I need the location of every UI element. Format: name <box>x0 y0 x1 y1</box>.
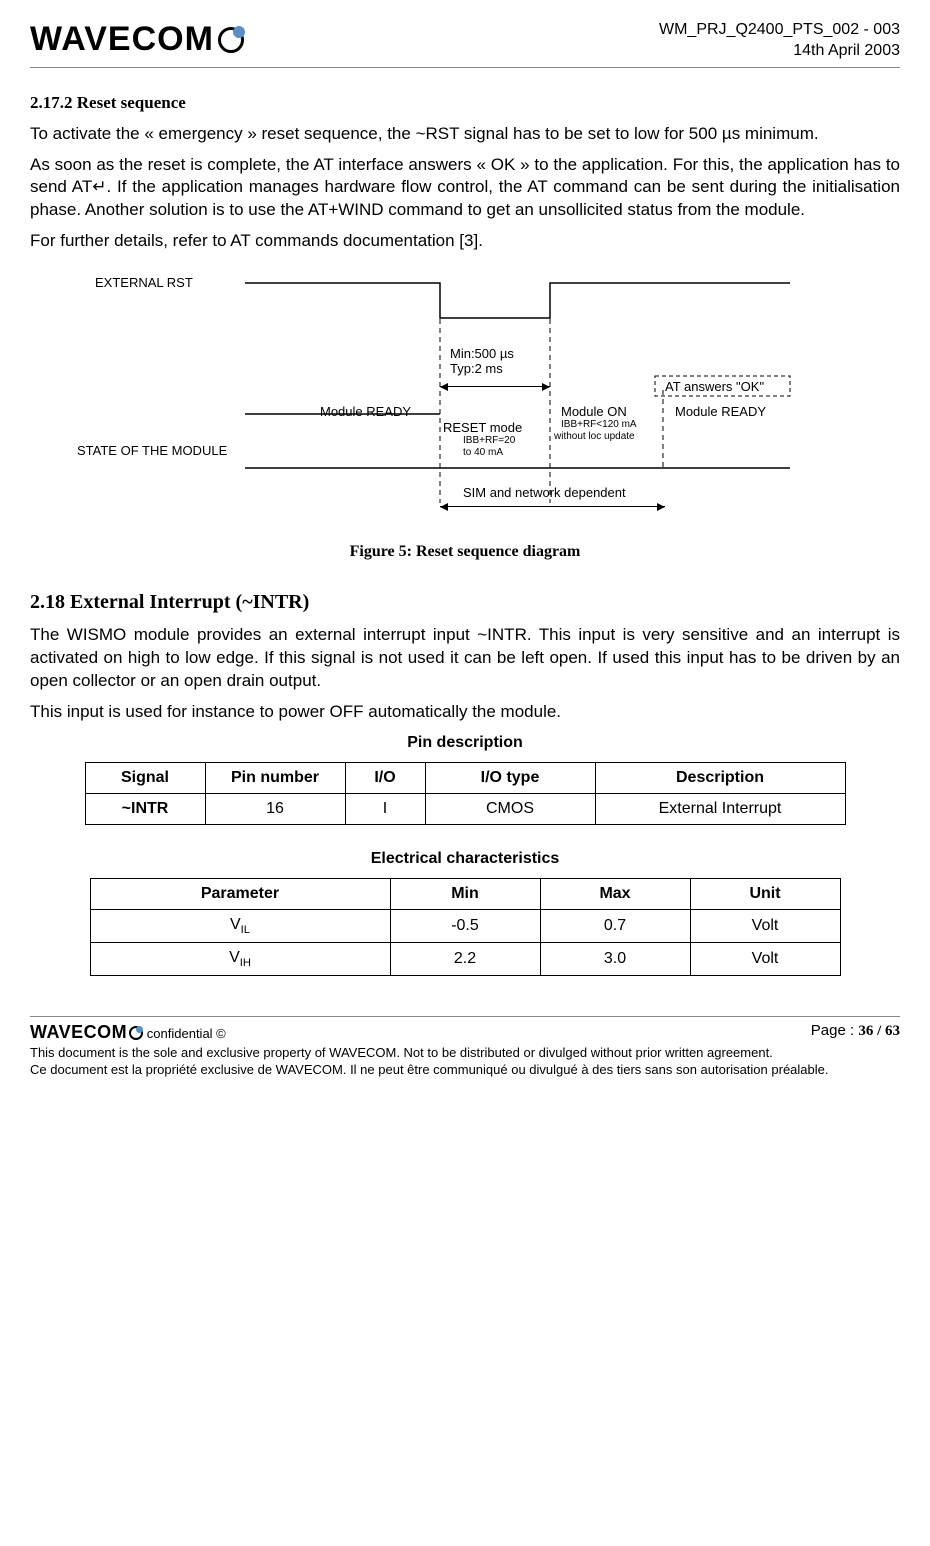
page-footer: WAVECOM confidential © Page : 36 / 63 Th… <box>30 1016 900 1078</box>
col-param: Parameter <box>90 879 390 910</box>
elec-table-caption: Electrical characteristics <box>30 850 900 868</box>
diag-arrow-rst-width <box>440 386 550 387</box>
reset-sequence-diagram: EXTERNAL RST STATE OF THE MODULE Min:500… <box>110 268 810 528</box>
diag-state: STATE OF THE MODULE <box>77 443 227 458</box>
footer-line1: This document is the sole and exclusive … <box>30 1045 900 1062</box>
diag-to40: to 40 mA <box>463 447 503 458</box>
para-intr-1: The WISMO module provides an external in… <box>30 624 900 693</box>
cell-io: I <box>345 794 425 825</box>
cell-param: VIH <box>90 943 390 976</box>
table-row: ~INTR 16 I CMOS External Interrupt <box>85 794 845 825</box>
col-io: I/O <box>345 763 425 794</box>
col-signal: Signal <box>85 763 205 794</box>
cell-min: 2.2 <box>390 943 540 976</box>
logo-text: WAVECOM <box>30 20 214 59</box>
cell-param: VIL <box>90 910 390 943</box>
para-reset-1: To activate the « emergency » reset sequ… <box>30 123 900 146</box>
diag-arrow-simdep <box>440 506 665 507</box>
col-min: Min <box>390 879 540 910</box>
page-header: WAVECOM WM_PRJ_Q2400_PTS_002 - 003 14th … <box>30 20 900 68</box>
footer-page: Page : 36 / 63 <box>811 1021 900 1044</box>
pin-table-caption: Pin description <box>30 734 900 752</box>
logo: WAVECOM <box>30 20 244 59</box>
footer-page-value: 36 / 63 <box>858 1023 900 1039</box>
section-heading-reset: 2.17.2 Reset sequence <box>30 93 900 113</box>
col-desc: Description <box>595 763 845 794</box>
footer-page-label: Page : <box>811 1022 859 1039</box>
col-io-type: I/O type <box>425 763 595 794</box>
electrical-characteristics-table: Parameter Min Max Unit VIL -0.5 0.7 Volt… <box>90 878 841 976</box>
diagram-svg <box>110 268 810 528</box>
cell-max: 0.7 <box>540 910 690 943</box>
diag-simdep: SIM and network dependent <box>463 485 626 500</box>
footer-logo-ring-icon <box>129 1026 143 1040</box>
para-reset-2: As soon as the reset is complete, the AT… <box>30 154 900 223</box>
diag-reset-mode: RESET mode <box>443 420 522 435</box>
cell-min: -0.5 <box>390 910 540 943</box>
diag-i20: IBB+RF=20 <box>463 435 515 446</box>
footer-left: WAVECOM confidential © <box>30 1021 226 1044</box>
footer-logo: WAVECOM <box>30 1021 143 1044</box>
cell-type: CMOS <box>425 794 595 825</box>
diag-at-ok: AT answers "OK" <box>665 379 764 394</box>
table-row: VIH 2.2 3.0 Volt <box>90 943 840 976</box>
footer-logo-text: WAVECOM <box>30 1021 127 1044</box>
footer-confidential: confidential © <box>147 1026 226 1041</box>
diag-min: Min:500 µs <box>450 346 514 361</box>
doc-id-block: WM_PRJ_Q2400_PTS_002 - 003 14th April 20… <box>659 20 900 62</box>
cell-max: 3.0 <box>540 943 690 976</box>
diag-noloc: without loc update <box>554 431 635 442</box>
col-max: Max <box>540 879 690 910</box>
diag-ready1: Module READY <box>320 404 411 419</box>
cell-unit: Volt <box>690 943 840 976</box>
cell-signal: ~INTR <box>85 794 205 825</box>
figure-caption: Figure 5: Reset sequence diagram <box>30 543 900 561</box>
col-unit: Unit <box>690 879 840 910</box>
section-heading-intr: 2.18 External Interrupt (~INTR) <box>30 591 900 614</box>
table-row: VIL -0.5 0.7 Volt <box>90 910 840 943</box>
para-intr-2: This input is used for instance to power… <box>30 701 900 724</box>
diag-typ: Typ:2 ms <box>450 361 503 376</box>
col-pin-number: Pin number <box>205 763 345 794</box>
logo-ring-icon <box>218 27 244 53</box>
cell-pin: 16 <box>205 794 345 825</box>
diag-ext-rst: EXTERNAL RST <box>95 275 193 290</box>
doc-id-line2: 14th April 2003 <box>659 41 900 62</box>
pin-description-table: Signal Pin number I/O I/O type Descripti… <box>85 762 846 825</box>
diag-modon: Module ON <box>561 404 627 419</box>
table-header-row: Parameter Min Max Unit <box>90 879 840 910</box>
doc-id-line1: WM_PRJ_Q2400_PTS_002 - 003 <box>659 20 900 41</box>
diag-i120: IBB+RF<120 mA <box>561 419 637 430</box>
diag-ready2: Module READY <box>675 404 766 419</box>
cell-desc: External Interrupt <box>595 794 845 825</box>
para-reset-3: For further details, refer to AT command… <box>30 230 900 253</box>
table-header-row: Signal Pin number I/O I/O type Descripti… <box>85 763 845 794</box>
footer-line2: Ce document est la propriété exclusive d… <box>30 1062 900 1079</box>
cell-unit: Volt <box>690 910 840 943</box>
